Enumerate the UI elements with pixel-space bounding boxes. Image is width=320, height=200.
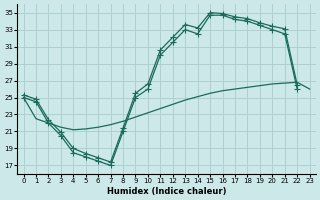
X-axis label: Humidex (Indice chaleur): Humidex (Indice chaleur): [107, 187, 226, 196]
